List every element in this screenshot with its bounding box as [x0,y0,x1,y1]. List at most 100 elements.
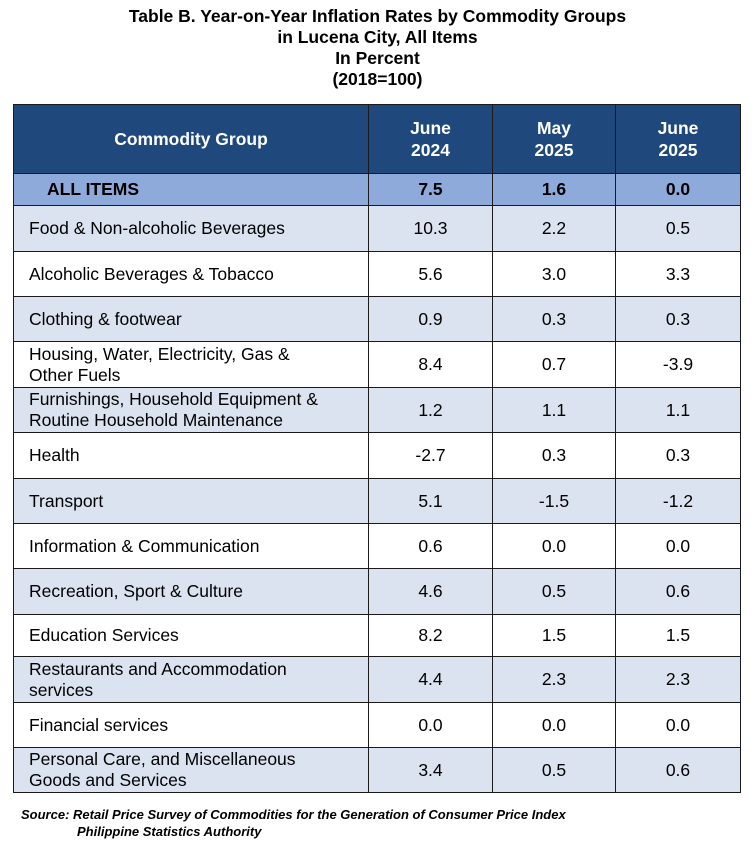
commodity-group-cell: Personal Care, and Miscellaneous Goods an… [13,747,369,793]
all-items-value: 0.0 [615,173,741,206]
rate-value-cell: -1.2 [615,478,741,524]
header-month: June [410,118,451,138]
commodity-group-cell: Housing, Water, Electricity, Gas & Other … [13,341,369,388]
commodity-label-line: Clothing & footwear [29,308,182,329]
rate-value-cell: 2.2 [492,205,616,252]
table-row: Food & Non-alcoholic Beverages 10.3 2.2 0.5 [13,205,741,252]
header-year: 2025 [534,140,574,160]
commodity-label-line: Other Fuels [29,364,121,385]
inflation-table: Commodity Group June 2024 May 2025 June … [13,104,741,793]
rate-value-cell: 1.5 [492,614,616,657]
rate-value-cell: 2.3 [492,656,616,703]
commodity-group-cell: Information & Communication [13,523,369,569]
commodity-group-cell: Clothing & footwear [13,296,369,342]
rate-value-cell: 3.3 [615,251,741,297]
commodity-group-cell: Education Services [13,614,369,657]
rate-value-cell: 0.5 [492,747,616,793]
commodity-group-cell: Transport [13,478,369,524]
commodity-group-cell: Restaurants and Accommodation services [13,656,369,703]
rate-value-cell: 0.3 [615,296,741,342]
commodity-group-cell: Recreation, Sport & Culture [13,568,369,615]
commodity-label-line: Alcoholic Beverages & Tobacco [29,263,274,284]
table-row: Alcoholic Beverages & Tobacco 5.6 3.0 3.3 [13,251,741,297]
table-row: Furnishings, Household Equipment & Routin… [13,387,741,433]
rate-value-cell: 0.0 [492,523,616,569]
rate-value-cell: -3.9 [615,341,741,388]
rate-value-cell: 3.4 [368,747,493,793]
commodity-group-cell: Financial services [13,702,369,748]
header-may-2025: May 2025 [492,104,616,174]
rate-value-cell: 0.5 [492,568,616,615]
title-line-3: In Percent [335,48,420,68]
rate-value-cell: 0.0 [615,702,741,748]
commodity-label-line: Restaurants and Accommodation [29,658,287,679]
header-june-2025: June 2025 [615,104,741,174]
header-june-2024: June 2024 [368,104,493,174]
rate-value-cell: 3.0 [492,251,616,297]
commodity-group-cell: Food & Non-alcoholic Beverages [13,205,369,252]
rate-value-cell: 1.1 [615,387,741,433]
rate-value-cell: -2.7 [368,432,493,479]
commodity-label-line: Education Services [29,625,179,645]
header-year: 2025 [658,140,698,160]
rate-value-cell: 5.1 [368,478,493,524]
commodity-label-line: services [29,679,94,700]
rate-value-cell: 5.6 [368,251,493,297]
all-items-value: 7.5 [368,173,493,206]
table-row: Personal Care, and Miscellaneous Goods an… [13,747,741,793]
all-items-value: 1.6 [492,173,616,206]
rate-value-cell: 4.4 [368,656,493,703]
rate-value-cell: 0.6 [615,568,741,615]
commodity-label-line: Housing, Water, Electricity, Gas & [29,343,290,364]
table-row: Health -2.7 0.3 0.3 [13,432,741,479]
commodity-label-line: Transport [29,490,104,511]
commodity-group-cell: Health [13,432,369,479]
commodity-label-line: Recreation, Sport & Culture [29,581,243,601]
source-line-2: Philippine Statistics Authority [77,824,262,839]
header-label: Commodity Group [114,129,268,149]
rate-value-cell: 8.4 [368,341,493,388]
commodity-label-line: Goods and Services [29,770,187,790]
rate-value-cell: 0.0 [615,523,741,569]
rate-value-cell: 10.3 [368,205,493,252]
table-row: Restaurants and Accommodation services 4.4… [13,656,741,703]
rate-value-cell: 0.6 [368,523,493,569]
source-line-1: Source: Retail Price Survey of Commoditi… [21,807,566,822]
rate-value-cell: 0.3 [492,432,616,479]
header-month: June [657,118,699,138]
all-items-label: ALL ITEMS [13,173,369,206]
table-row: Financial services 0.0 0.0 0.0 [13,702,741,748]
table-row: Clothing & footwear 0.9 0.3 0.3 [13,296,741,342]
rate-value-cell: 1.5 [615,614,741,657]
rate-value-cell: 0.3 [615,432,741,479]
commodity-label-line: Furnishings, Household Equipment & [29,389,318,409]
header-month: May [536,118,572,138]
table-row: Information & Communication 0.6 0.0 0.0 [13,523,741,569]
table-row: Housing, Water, Electricity, Gas & Other … [13,341,741,388]
source-note: Source: Retail Price Survey of Commoditi… [21,806,566,840]
rate-value-cell: 0.7 [492,341,616,388]
title-line-1: Table B. Year-on-Year Inflation Rates by… [128,6,627,26]
commodity-label-line: Personal Care, and Miscellaneous [29,749,296,769]
title-line-2: in Lucena City, All Items [277,27,478,47]
table-row: Recreation, Sport & Culture 4.6 0.5 0.6 [13,568,741,615]
rate-value-cell: 8.2 [368,614,493,657]
rate-value-cell: 1.1 [492,387,616,433]
commodity-group-cell: Alcoholic Beverages & Tobacco [13,251,369,297]
header-row: Commodity Group June 2024 May 2025 June … [13,104,741,174]
commodity-label-line: Information & Communication [29,535,260,556]
rate-value-cell: 0.6 [615,747,741,793]
rate-value-cell: 0.3 [492,296,616,342]
rate-value-cell: 1.2 [368,387,493,433]
rate-value-cell: 2.3 [615,656,741,703]
commodity-label-line: Health [29,445,80,465]
rate-value-cell: 0.0 [368,702,493,748]
header-year: 2024 [411,140,450,160]
rate-value-cell: 0.9 [368,296,493,342]
table-title: Table B. Year-on-Year Inflation Rates by… [0,6,755,90]
commodity-label-line: Financial services [29,714,169,735]
rate-value-cell: 0.5 [615,205,741,252]
all-items-row: ALL ITEMS 7.5 1.6 0.0 [13,173,741,206]
rate-value-cell: 4.6 [368,568,493,615]
rate-value-cell: -1.5 [492,478,616,524]
